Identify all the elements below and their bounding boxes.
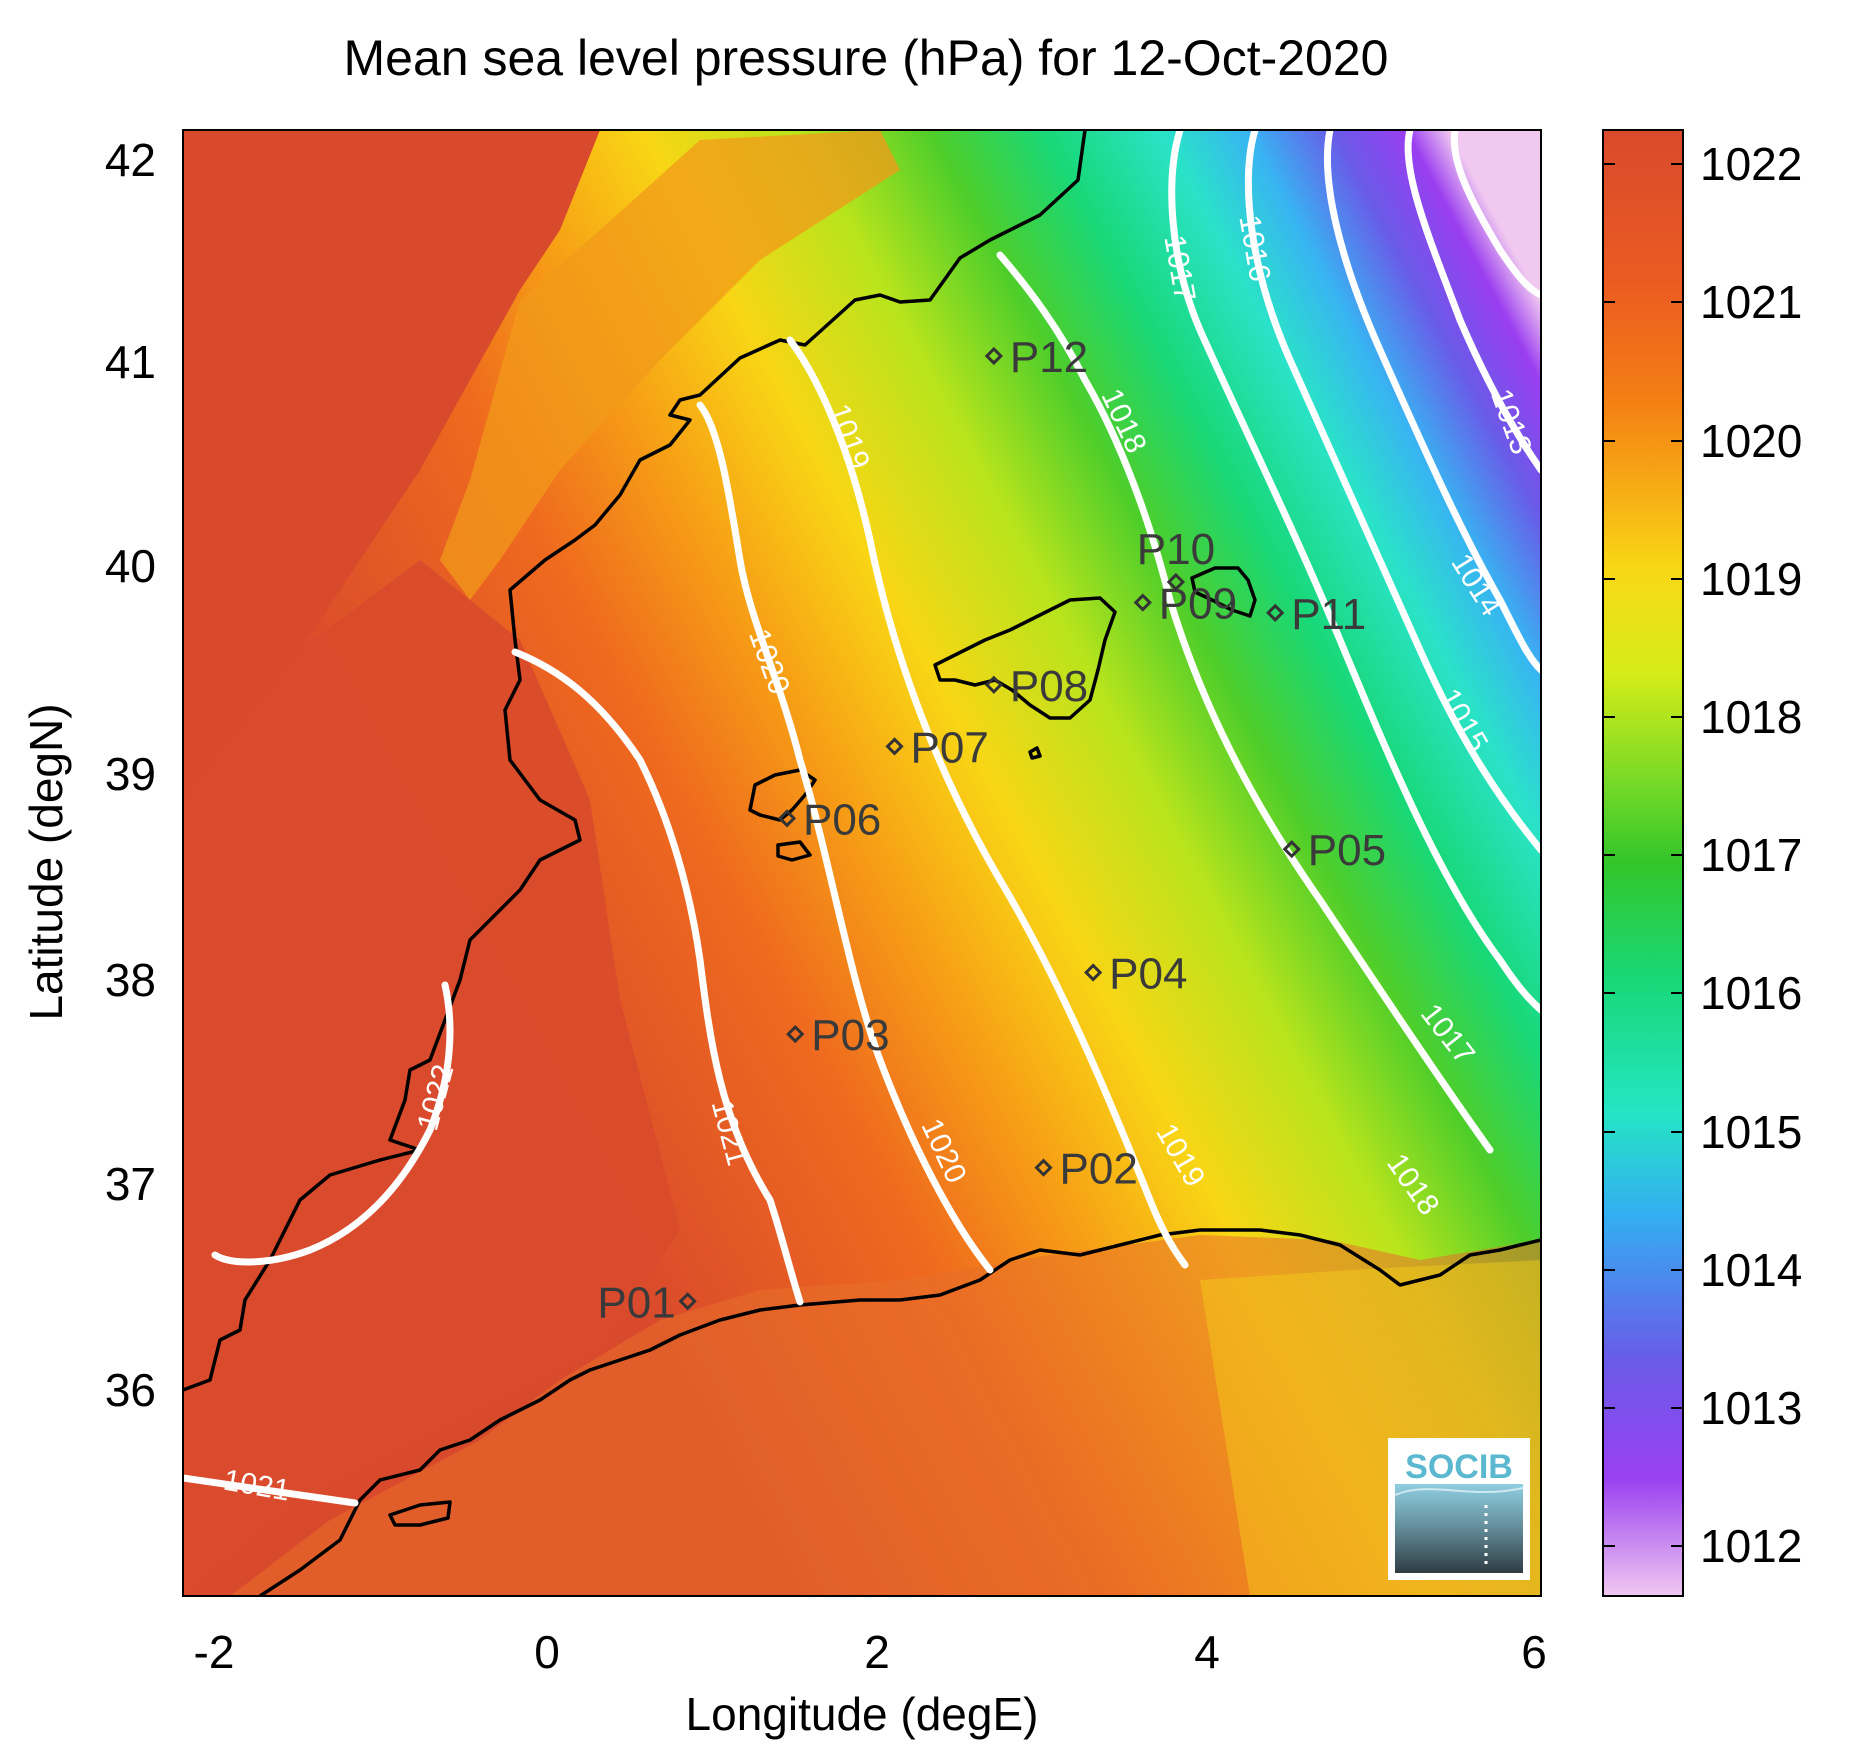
station-label: P03 [811, 1011, 889, 1060]
station-marker [1034, 1158, 1053, 1177]
isobar-1015 [1404, 130, 1541, 474]
land-north-africa [230, 1235, 1541, 1596]
station-label: P06 [803, 795, 881, 844]
station-marker [786, 1024, 805, 1044]
coastlines [183, 130, 1541, 1596]
station-marker [1084, 963, 1103, 982]
colorbar-tick-label: 1014 [1700, 1244, 1802, 1296]
isobar-1019 [996, 251, 1494, 1154]
station-label: P01 [597, 1278, 675, 1327]
station-marker [1166, 572, 1186, 592]
colorbar-ticks [1603, 163, 1683, 1547]
station-label: P05 [1308, 826, 1386, 875]
map-plot-area: 1022 1021 1020 1019 1018 1017 1016 1015 … [183, 130, 1541, 1596]
coastline-alboran [388, 1500, 452, 1527]
station-marker [777, 809, 797, 828]
colorbar-gradient [1602, 129, 1684, 1597]
station-label: P02 [1060, 1145, 1138, 1194]
station-label: P04 [1109, 949, 1187, 998]
coastline-formentera [776, 840, 812, 862]
station-marker [984, 346, 1003, 366]
y-axis: 42 41 40 39 38 37 36 Latitude (degN) [20, 134, 156, 1416]
x-tick-label: 6 [1521, 1626, 1547, 1678]
station-label: P09 [1159, 580, 1237, 629]
isobar-1018 [1168, 130, 1541, 1014]
isobar-1021 [696, 401, 994, 1274]
land-iberia-south [183, 560, 680, 1596]
isobar-1017 [1244, 130, 1541, 854]
colorbar-tick-label: 1020 [1700, 415, 1802, 467]
station-marker [984, 675, 1003, 694]
colorbar-tick-label: 1015 [1700, 1106, 1802, 1158]
colorbar-tick-label: 1016 [1700, 967, 1802, 1019]
y-tick-label: 41 [105, 336, 156, 388]
y-tick-label: 39 [105, 748, 156, 800]
chart-title: Mean sea level pressure (hPa) for 12-Oct… [344, 30, 1389, 86]
colorbar-tick-label: 1017 [1700, 829, 1802, 881]
plot-frame [182, 129, 1542, 1597]
y-tick-label: 42 [105, 134, 156, 186]
x-tick-label: 4 [1194, 1626, 1220, 1678]
x-tick-label: 2 [864, 1626, 890, 1678]
x-tick-label: -2 [194, 1626, 235, 1678]
colorbar-tick-label: 1022 [1700, 138, 1802, 190]
colorbar-tick-label: 1018 [1700, 691, 1802, 743]
station-marker [1282, 840, 1301, 859]
isobar-1020 [786, 336, 1189, 1269]
colorbar-tick-label: 1021 [1700, 276, 1802, 328]
station-marker [1133, 593, 1152, 612]
station-label: P08 [1010, 662, 1088, 711]
station-marker [885, 737, 904, 756]
colorbar-tick-label: 1012 [1700, 1520, 1802, 1572]
coastline-menorca [1190, 566, 1257, 618]
x-axis: -2 0 2 4 6 Longitude (degE) [194, 1626, 1547, 1740]
isobar-1022-west [211, 981, 454, 1266]
coastal-terrain [440, 130, 900, 600]
station-marker [1266, 603, 1285, 622]
colorbar-tick-label: 1013 [1700, 1382, 1802, 1434]
station-label: P12 [1010, 333, 1088, 382]
land-iberia [183, 130, 600, 800]
colorbar-labels: 1022 1021 1020 1019 1018 1017 1016 1015 … [1700, 138, 1802, 1572]
x-axis-label: Longitude (degE) [686, 1688, 1039, 1740]
coastline-north-africa [259, 1228, 1541, 1596]
y-tick-label: 37 [105, 1158, 156, 1210]
coastline-cabrera [1028, 746, 1042, 760]
x-tick-label: 0 [534, 1626, 560, 1678]
colorbar-tick-label: 1019 [1700, 553, 1802, 605]
station-markers: P01 P02 P03 P04 P05 P06 P07 P08 P09 P10 P11 P12 [597, 333, 1386, 1327]
coastline-ibiza [748, 768, 817, 822]
station-label: P10 [1137, 525, 1215, 574]
coastline-mallorca [933, 596, 1117, 720]
y-axis-label: Latitude (degN) [20, 703, 72, 1020]
station-marker [678, 1292, 697, 1311]
station-label: P07 [911, 723, 989, 772]
isobars [183, 130, 1541, 1507]
y-tick-label: 36 [105, 1364, 156, 1416]
isobar-1014 [1450, 130, 1541, 299]
isobar-1016 [1323, 130, 1541, 674]
y-tick-label: 38 [105, 954, 156, 1006]
y-tick-label: 40 [105, 540, 156, 592]
coastline-iberia [183, 130, 1087, 1392]
station-label: P11 [1291, 590, 1366, 639]
colorbar: 1022 1021 1020 1019 1018 1017 1016 1015 … [1602, 129, 1802, 1597]
isobar-1021-sw [183, 1474, 359, 1507]
isobar-1022 [511, 648, 804, 1306]
socib-logo-text: SOCIB [1405, 1448, 1513, 1486]
socib-logo: SOCIB [1388, 1438, 1530, 1580]
